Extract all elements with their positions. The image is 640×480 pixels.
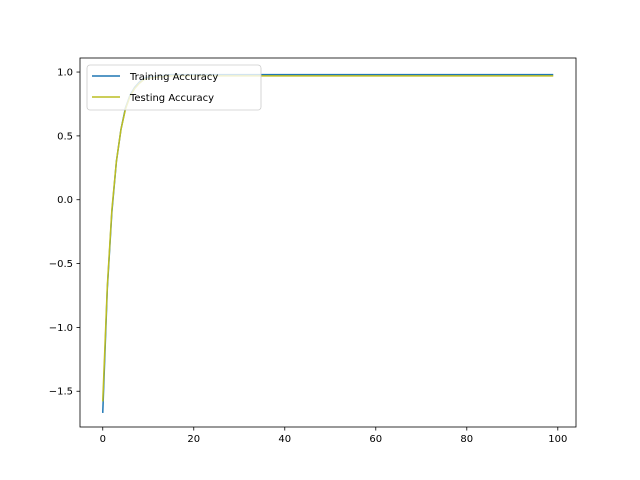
y-tick-label: −1.0 [49, 323, 73, 334]
x-tick-label: 40 [278, 434, 291, 445]
x-tick-label: 20 [187, 434, 200, 445]
x-tick-label: 80 [460, 434, 473, 445]
x-axis-ticks: 0 20 40 60 80 100 [100, 427, 567, 445]
axes-frame [79, 57, 577, 428]
legend-box [86, 64, 262, 111]
legend: Training Accuracy Testing Accuracy [86, 64, 262, 111]
legend-label: Testing Accuracy [129, 93, 214, 104]
y-tick-label: 0.0 [57, 195, 73, 206]
y-tick-label: 0.5 [57, 131, 73, 142]
x-tick-label: 60 [369, 434, 382, 445]
y-axis-ticks: −1.5 −1.0 −0.5 0.0 0.5 1.0 [49, 68, 80, 398]
y-tick-label: −1.5 [49, 387, 73, 398]
y-tick-label: −0.5 [49, 259, 73, 270]
x-tick-label: 100 [548, 434, 567, 445]
x-tick-label: 0 [100, 434, 106, 445]
y-tick-label: 1.0 [57, 68, 73, 79]
legend-label: Training Accuracy [129, 72, 218, 83]
